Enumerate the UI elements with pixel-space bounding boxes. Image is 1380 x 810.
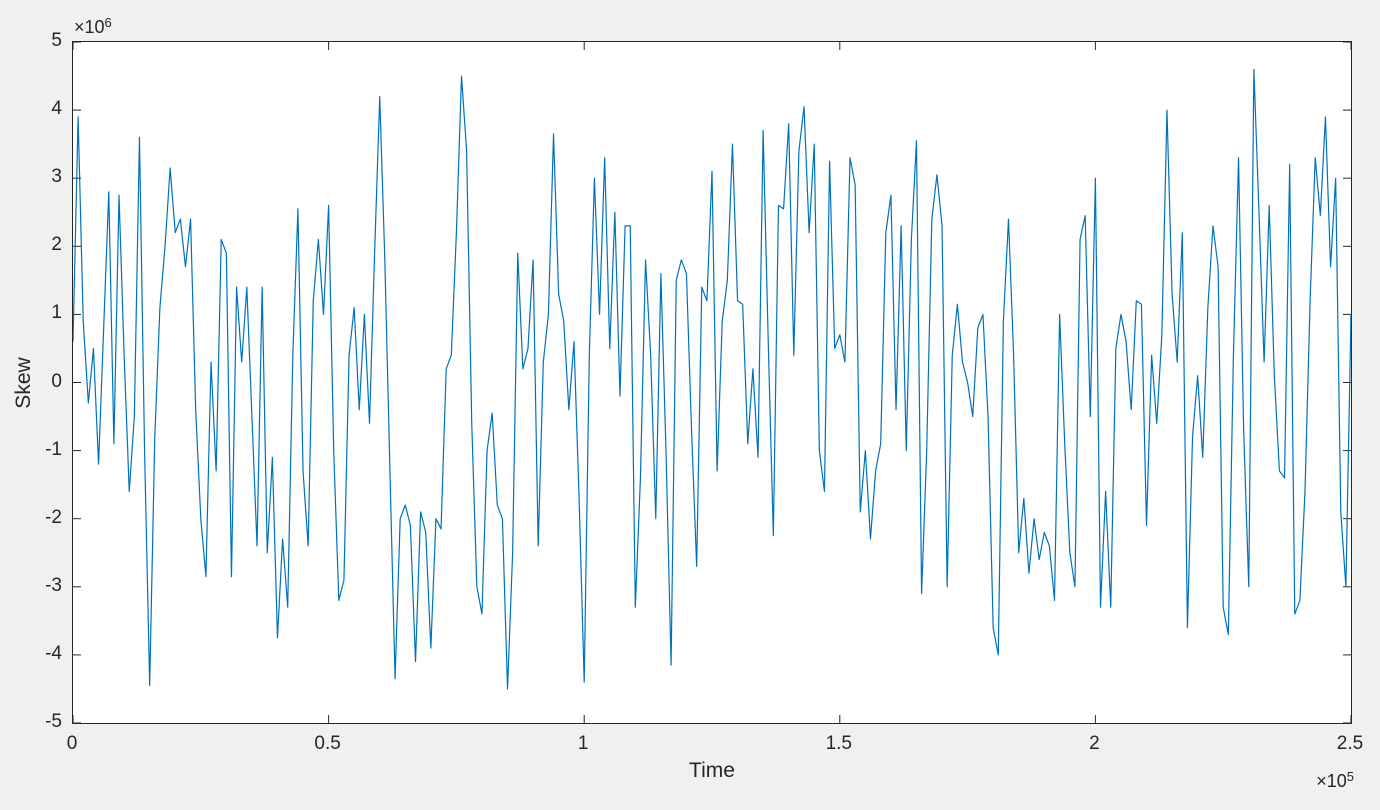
line-chart: [73, 42, 1351, 723]
y-tick-label: 4: [51, 98, 62, 120]
x-tick-label: 0: [66, 733, 78, 754]
y-tick-label: 5: [51, 30, 62, 51]
x-tick-label: 1: [577, 733, 589, 754]
x-tick-label: 0.5: [314, 733, 341, 754]
y-tick-label: 3: [51, 166, 62, 188]
y-tick-label: 1: [51, 302, 62, 324]
plot-area: [72, 41, 1352, 724]
x-tick-label: 1.5: [825, 733, 852, 754]
y-tick-label: -3: [45, 574, 62, 596]
data-series-line: [73, 68, 1351, 690]
y-tick-label: 2: [51, 234, 62, 256]
x-axis-multiplier: ×105: [1316, 769, 1354, 791]
y-tick-label: -2: [45, 506, 62, 528]
y-tick-label: 0: [51, 370, 62, 392]
x-axis-label: Time: [689, 759, 735, 782]
y-tick-label: -4: [45, 642, 62, 664]
y-tick-label: -1: [45, 438, 62, 460]
x-tick-label: 2: [1089, 733, 1100, 754]
y-axis-multiplier: ×106: [74, 15, 112, 37]
y-tick-label: -5: [45, 711, 62, 732]
x-tick-label: 2.5: [1336, 733, 1364, 754]
